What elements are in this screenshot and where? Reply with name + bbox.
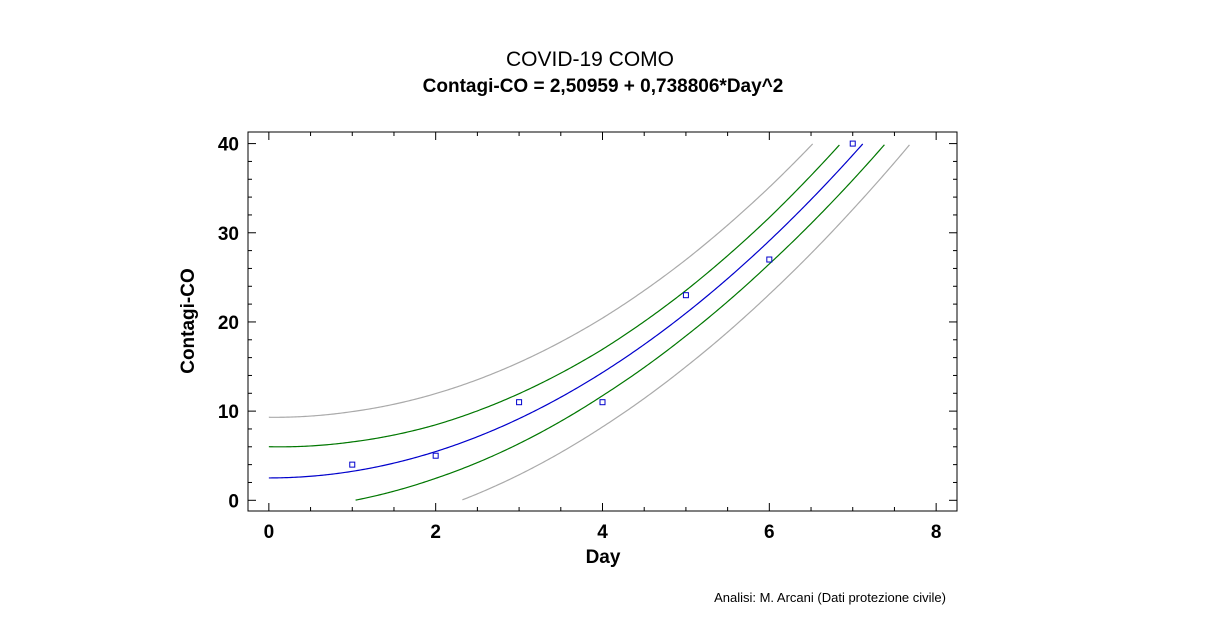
prediction-upper-line (268, 143, 814, 418)
chart-subtitle: Contagi-CO = 2,50959 + 0,738806*Day^2 (423, 76, 784, 97)
confidence-lower-line (355, 144, 885, 501)
x-tick-label: 2 (430, 522, 441, 543)
x-tick-labels: 0 2 4 6 8 (264, 522, 942, 543)
y-axis-title: Contagi-CO (178, 268, 199, 374)
ticks-layer (248, 132, 957, 511)
data-point (682, 292, 689, 299)
x-axis-title: Day (586, 547, 621, 568)
y-tick-labels: 0 10 20 30 40 (218, 135, 239, 513)
y-tick-label: 40 (218, 135, 239, 156)
data-point (599, 399, 606, 406)
x-tick-label: 6 (764, 522, 775, 543)
data-point (516, 399, 523, 406)
bands-layer (268, 143, 910, 501)
confidence-upper-line (268, 144, 840, 448)
prediction-lower-line (462, 144, 910, 501)
chart-title: COVID-19 COMO (506, 48, 674, 71)
x-tick-label: 0 (264, 522, 275, 543)
fit-line (268, 143, 864, 479)
y-tick-label: 0 (228, 491, 239, 512)
credit-text: Analisi: M. Arcani (Dati protezione civi… (714, 590, 946, 605)
data-point (432, 452, 439, 459)
x-tick-label: 8 (931, 522, 942, 543)
fit-layer (268, 143, 864, 479)
data-point (849, 140, 856, 147)
data-point (349, 461, 356, 468)
x-tick-label: 4 (597, 522, 608, 543)
y-tick-label: 30 (218, 224, 239, 245)
data-point (766, 256, 773, 263)
points-layer (349, 140, 856, 468)
plot-frame (247, 131, 958, 512)
y-tick-label: 10 (218, 402, 239, 423)
y-tick-label: 20 (218, 313, 239, 334)
